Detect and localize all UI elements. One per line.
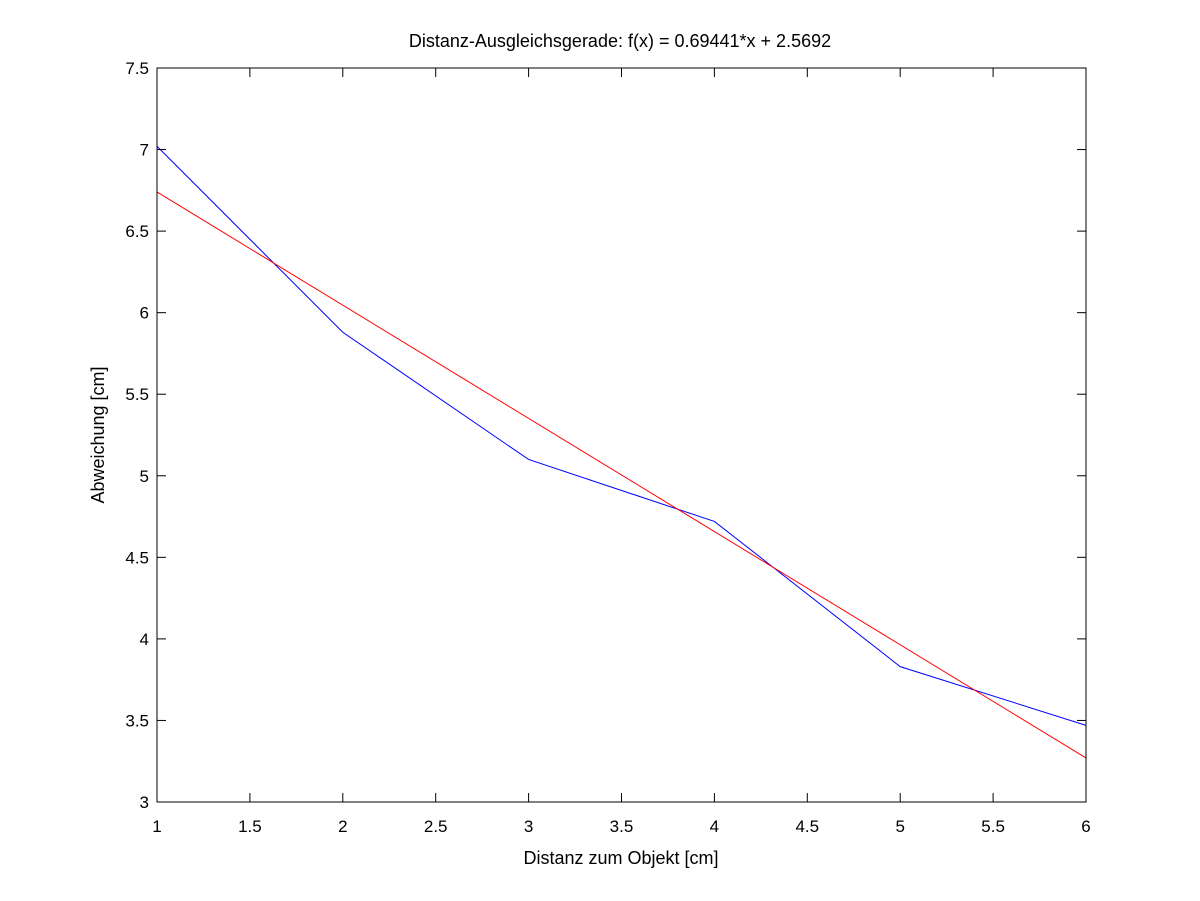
y-tick-label-5: 5.5 <box>125 385 149 404</box>
y-tick-label-8: 7 <box>140 141 149 160</box>
x-tick-label-3: 2.5 <box>424 817 448 836</box>
y-tick-label-3: 4.5 <box>125 548 149 567</box>
x-tick-label-8: 5 <box>895 817 904 836</box>
x-tick-label-9: 5.5 <box>981 817 1005 836</box>
x-tick-label-10: 6 <box>1081 817 1090 836</box>
x-tick-label-7: 4.5 <box>795 817 819 836</box>
x-axis-label: Distanz zum Objekt [cm] <box>523 848 718 868</box>
x-tick-label-4: 3 <box>524 817 533 836</box>
y-tick-label-1: 3.5 <box>125 711 149 730</box>
x-tick-label-6: 4 <box>710 817 719 836</box>
series-layer <box>156 145 1087 759</box>
plot-frame <box>156 67 1087 803</box>
x-tick-label-0: 1 <box>152 817 161 836</box>
y-tick-label-7: 6.5 <box>125 222 149 241</box>
y-tick-label-6: 6 <box>140 304 149 323</box>
ticks-layer: 1 1.5 2 2.5 3 3.5 4 4.5 5 5.5 6 3 3.5 4 4.5 5 5.5 6 6.5 7 7.… <box>125 59 1090 836</box>
y-axis-label: Abweichung [cm] <box>88 366 108 503</box>
chart-title: Distanz-Ausgleichsgerade: f(x) = 0.69441… <box>409 31 831 51</box>
y-tick-label-0: 3 <box>140 793 149 812</box>
y-tick-label-9: 7.5 <box>125 59 149 78</box>
series-line-0 <box>156 145 1087 726</box>
x-tick-label-2: 2 <box>338 817 347 836</box>
x-tick-label-5: 3.5 <box>610 817 634 836</box>
y-tick-label-2: 4 <box>140 630 149 649</box>
series-line-1 <box>156 191 1087 759</box>
x-tick-label-1: 1.5 <box>238 817 262 836</box>
y-tick-label-4: 5 <box>140 467 149 486</box>
